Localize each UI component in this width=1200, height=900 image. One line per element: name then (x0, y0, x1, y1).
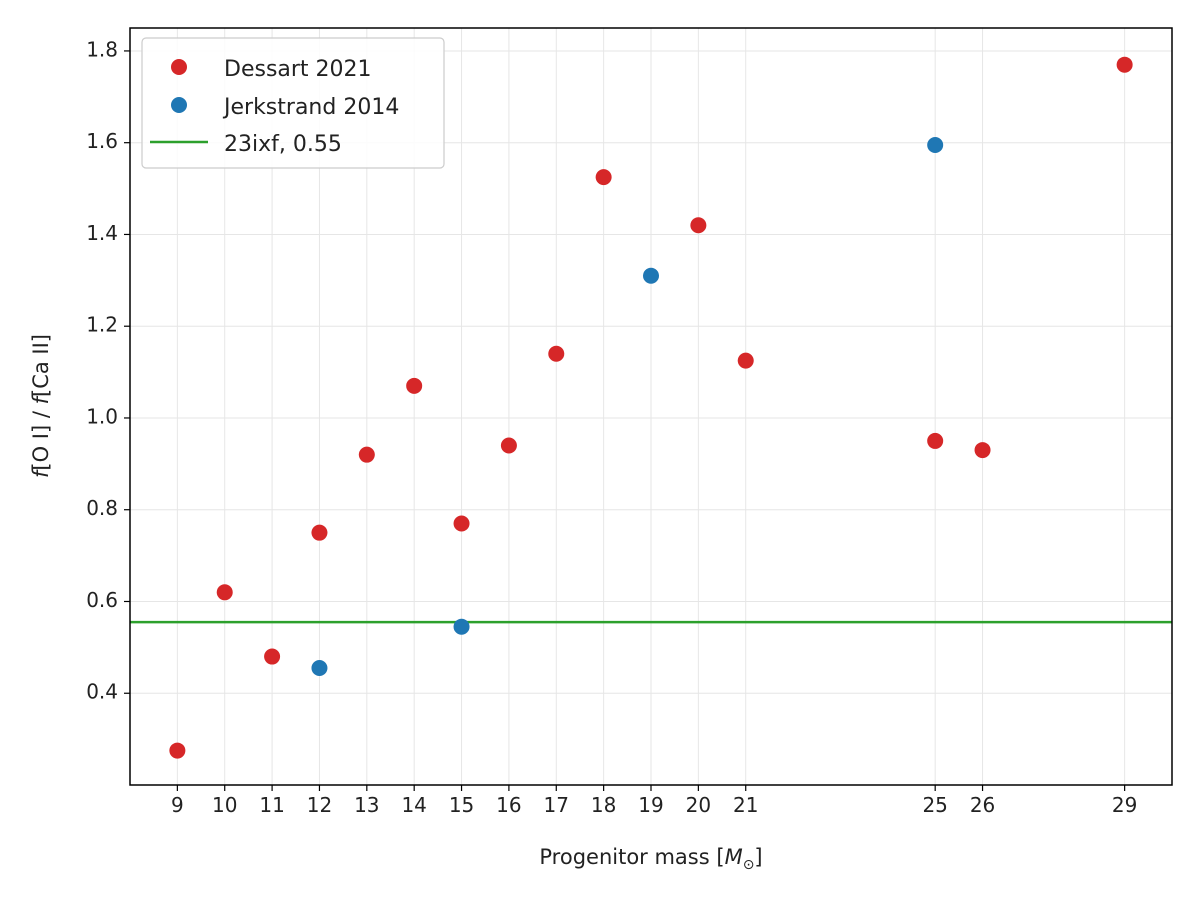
jerkstrand-point (453, 618, 470, 635)
x-tick-label: 19 (638, 793, 663, 817)
x-tick-label: 26 (970, 793, 995, 817)
legend-label-23ixf: 23ixf, 0.55 (224, 132, 342, 157)
dessart-point (358, 446, 375, 463)
y-tick-label: 1.6 (86, 129, 118, 153)
y-tick-label: 1.8 (86, 37, 118, 61)
legend-box (141, 37, 445, 169)
dessart-point (1116, 56, 1133, 73)
x-tick-label: 21 (733, 793, 758, 817)
x-tick-label: 25 (922, 793, 947, 817)
y-tick-label: 1.2 (86, 313, 118, 337)
legend-label-dessart: Dessart 2021 (224, 57, 372, 82)
dessart-point (548, 345, 565, 362)
dessart-point (927, 432, 944, 449)
jerkstrand-point (927, 136, 944, 153)
legend-marker-jerkstrand (171, 97, 187, 113)
dessart-point (169, 742, 186, 759)
x-tick-label: 15 (449, 793, 474, 817)
legend-label-jerkstrand: Jerkstrand 2014 (222, 95, 399, 120)
legend: Dessart 2021 Jerkstrand 2014 23ixf, 0.55 (141, 37, 445, 169)
x-tick-label: 9 (171, 793, 184, 817)
x-tick-label: 18 (591, 793, 616, 817)
x-tick-label: 10 (212, 793, 237, 817)
dessart-point (500, 437, 517, 454)
dessart-point (216, 584, 233, 601)
dessart-point (974, 442, 991, 459)
dessart-point (690, 217, 707, 234)
dessart-point (264, 648, 281, 665)
jerkstrand-point (311, 660, 328, 677)
y-axis-label: f[O I] / f[Ca II] (29, 334, 53, 478)
dessart-point (406, 377, 423, 394)
x-axis-ticks: 9 10 11 12 13 14 15 16 17 18 19 20 21 25 26 29 (171, 785, 1137, 817)
y-tick-label: 1.0 (86, 404, 118, 428)
dessart-point (311, 524, 328, 541)
x-tick-label: 17 (544, 793, 569, 817)
y-tick-label: 0.4 (86, 680, 118, 704)
y-axis-ticks: 0.4 0.6 0.8 1.0 1.2 1.4 1.6 1.8 (86, 37, 130, 704)
dessart-point (737, 352, 754, 369)
x-tick-label: 16 (496, 793, 521, 817)
x-tick-label: 12 (307, 793, 332, 817)
x-axis-label: Progenitor mass [M⊙] (539, 845, 762, 873)
y-tick-label: 1.4 (86, 221, 118, 245)
y-tick-label: 0.6 (86, 588, 118, 612)
dessart-point (453, 515, 470, 532)
y-tick-label: 0.8 (86, 496, 118, 520)
x-tick-label: 14 (401, 793, 426, 817)
x-tick-label: 20 (686, 793, 711, 817)
legend-marker-dessart (171, 59, 187, 75)
x-tick-label: 11 (259, 793, 284, 817)
jerkstrand-point (643, 267, 659, 284)
data-points (169, 56, 1133, 759)
x-tick-label: 13 (354, 793, 379, 817)
x-tick-label: 29 (1112, 793, 1137, 817)
dessart-point (595, 169, 612, 186)
